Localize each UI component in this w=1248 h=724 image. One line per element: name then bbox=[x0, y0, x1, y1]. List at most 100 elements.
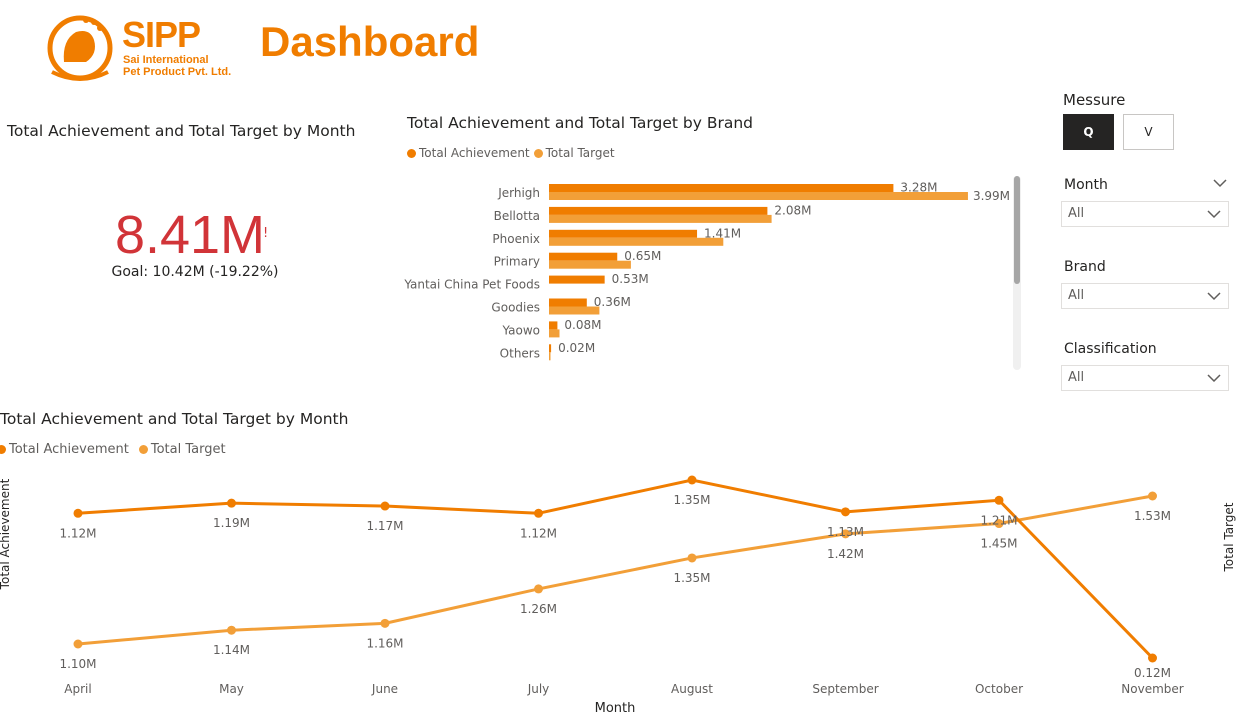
target-data-label: 1.14M bbox=[213, 643, 250, 657]
achievement-bar bbox=[549, 252, 618, 261]
legend-achievement[interactable]: Total Achievement bbox=[0, 442, 129, 457]
target-point bbox=[994, 519, 1004, 529]
x-axis-tick-label: August bbox=[671, 682, 713, 696]
chevron-down-icon bbox=[1207, 210, 1221, 219]
x-axis-tick-label: July bbox=[527, 682, 550, 696]
achievement-data-label: 0.65M bbox=[624, 249, 661, 263]
legend-target-dot bbox=[138, 445, 148, 454]
brand-category-label: Others bbox=[500, 346, 540, 360]
classification-dropdown[interactable]: All bbox=[1061, 365, 1229, 391]
line-chart-legend[interactable]: Total Achievement Total Target bbox=[0, 442, 230, 457]
brand-category-label: Bellotta bbox=[494, 209, 540, 223]
legend-achievement[interactable]: Total Achievement bbox=[407, 146, 530, 160]
achievement-data-label: 1.19M bbox=[213, 516, 250, 530]
brand-chart-scrollbar[interactable] bbox=[1013, 176, 1021, 370]
legend-target[interactable]: Total Target bbox=[533, 146, 615, 160]
classification-dropdown-value: All bbox=[1068, 370, 1085, 385]
achievement-data-label: 1.13M bbox=[827, 525, 864, 539]
brand-dropdown-value: All bbox=[1068, 288, 1085, 303]
achievement-bar bbox=[549, 298, 587, 307]
achievement-data-label: 1.12M bbox=[59, 526, 96, 540]
month-slicer-label: Month bbox=[1064, 177, 1108, 193]
brand-bar-chart[interactable]: Jerhigh 3.28M 3.99M Bellotta 2.08M Phoenix 1.4… bbox=[400, 176, 1010, 370]
x-axis-tick-label: May bbox=[219, 682, 244, 696]
x-axis-tick-label: October bbox=[975, 682, 1023, 696]
legend-target-dot bbox=[533, 148, 543, 158]
target-bar bbox=[549, 192, 968, 200]
legend-achievement-label: Total Achievement bbox=[9, 442, 129, 457]
target-data-label: 1.35M bbox=[673, 571, 710, 585]
target-bar bbox=[549, 306, 600, 315]
target-point bbox=[1148, 491, 1157, 501]
x-axis-tick-label: November bbox=[1121, 682, 1183, 696]
classification-slicer-label: Classification bbox=[1064, 341, 1157, 357]
target-bar bbox=[549, 237, 724, 246]
measure-option-q[interactable]: Q bbox=[1063, 114, 1114, 150]
brand-category-label: Phoenix bbox=[492, 232, 540, 246]
achievement-data-label: 0.36M bbox=[594, 295, 631, 309]
month-dropdown-value: All bbox=[1068, 206, 1085, 221]
target-point bbox=[687, 553, 697, 563]
brand-chart-title: Total Achievement and Total Target by Br… bbox=[407, 114, 754, 132]
achievement-point bbox=[1148, 653, 1157, 663]
achievement-bar bbox=[549, 206, 768, 215]
logo-subtitle-line2: Pet Product Pvt. Ltd. bbox=[123, 66, 232, 78]
target-bar bbox=[549, 352, 551, 361]
achievement-bar bbox=[549, 229, 698, 238]
x-axis-title: Month bbox=[595, 701, 636, 716]
achievement-point bbox=[534, 508, 543, 518]
target-point bbox=[841, 529, 850, 539]
legend-achievement-label: Total Achievement bbox=[419, 146, 530, 160]
achievement-data-label: 1.21M bbox=[980, 513, 1017, 527]
target-data-label: 1.53M bbox=[1134, 509, 1171, 523]
kpi-card-title: Total Achievement and Total Target by Mo… bbox=[7, 122, 356, 140]
achievement-data-label: 3.28M bbox=[900, 181, 937, 195]
legend-target-label: Total Target bbox=[150, 442, 226, 457]
achievement-data-label: 1.17M bbox=[366, 519, 403, 533]
achievement-point bbox=[687, 475, 697, 485]
scrollbar-thumb[interactable] bbox=[1014, 176, 1020, 284]
brand-category-label: Primary bbox=[494, 255, 540, 269]
target-point bbox=[380, 618, 390, 628]
achievement-bar bbox=[549, 344, 552, 353]
month-line-chart[interactable]: Total Achievement Total Target 1.10M 1.14M 1… bbox=[0, 462, 1248, 724]
target-bar bbox=[549, 214, 772, 223]
brand-category-label: Goodies bbox=[491, 301, 540, 315]
kpi-goal: Goal: 10.42M (-19.22%) bbox=[111, 264, 279, 280]
achievement-bar bbox=[549, 184, 894, 192]
month-collapse-icon[interactable] bbox=[1213, 178, 1227, 188]
legend-target[interactable]: Total Target bbox=[138, 442, 226, 457]
target-point bbox=[73, 639, 83, 649]
achievement-data-label: 1.12M bbox=[520, 526, 557, 540]
brand-dropdown[interactable]: All bbox=[1061, 283, 1229, 309]
pet-logo-icon bbox=[47, 15, 113, 81]
achievement-data-label: 1.41M bbox=[704, 226, 741, 240]
y-axis-right-title: Total Target bbox=[1222, 502, 1236, 572]
target-point bbox=[534, 584, 543, 594]
logo-subtitle-line1: Sai International bbox=[123, 54, 209, 66]
target-data-label: 3.99M bbox=[973, 189, 1010, 203]
achievement-data-label: 2.08M bbox=[774, 203, 811, 217]
chevron-down-icon bbox=[1207, 374, 1221, 383]
target-data-label: 1.10M bbox=[59, 657, 96, 671]
achievement-point bbox=[841, 507, 850, 517]
target-point bbox=[227, 625, 236, 635]
x-axis-tick-label: June bbox=[371, 682, 398, 696]
achievement-data-label: 1.35M bbox=[673, 493, 710, 507]
month-dropdown[interactable]: All bbox=[1061, 201, 1229, 227]
measure-option-v[interactable]: V bbox=[1123, 114, 1174, 150]
achievement-point bbox=[380, 501, 390, 511]
achievement-line bbox=[77, 478, 1154, 660]
legend-achievement-dot bbox=[0, 445, 6, 454]
chevron-down-icon bbox=[1207, 292, 1221, 301]
legend-achievement-dot bbox=[407, 148, 416, 158]
measure-slicer-title: Messure bbox=[1063, 91, 1126, 109]
achievement-bar bbox=[549, 275, 605, 284]
achievement-data-label: 0.02M bbox=[558, 341, 595, 355]
achievement-data-label: 0.12M bbox=[1134, 666, 1171, 680]
kpi-value[interactable]: 8.41M bbox=[114, 205, 266, 265]
target-data-label: 1.16M bbox=[366, 636, 403, 650]
brand-chart-legend[interactable]: Total Achievement Total Target bbox=[407, 146, 619, 160]
brand-category-label: Jerhigh bbox=[497, 186, 540, 200]
target-data-label: 1.45M bbox=[980, 537, 1017, 551]
